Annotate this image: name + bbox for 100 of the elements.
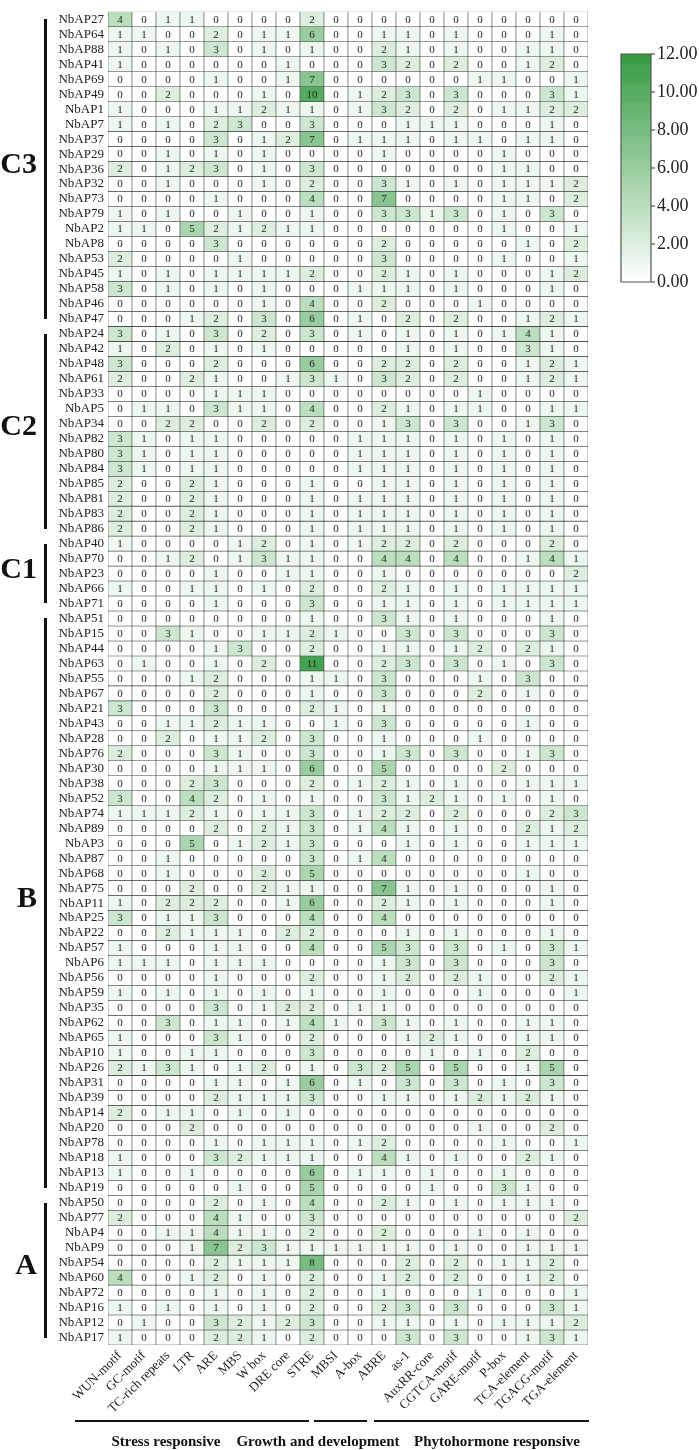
data-label: 1 bbox=[285, 806, 291, 819]
data-label: 1 bbox=[237, 1226, 243, 1239]
data-label: 0 bbox=[429, 237, 436, 250]
data-label: 0 bbox=[333, 432, 340, 445]
data-label: 1 bbox=[285, 881, 291, 894]
data-label: 0 bbox=[573, 536, 580, 549]
data-label: 0 bbox=[429, 1300, 436, 1313]
data-label: 3 bbox=[213, 132, 220, 145]
data-label: 2 bbox=[117, 252, 123, 265]
data-label: 1 bbox=[573, 312, 579, 325]
data-label: 1 bbox=[213, 507, 219, 520]
data-label: 0 bbox=[117, 851, 124, 864]
data-label: 0 bbox=[117, 836, 124, 849]
data-label: 0 bbox=[285, 746, 292, 759]
data-label: 1 bbox=[189, 1166, 195, 1179]
data-label: 1 bbox=[213, 1136, 219, 1149]
data-label: 0 bbox=[165, 1136, 172, 1149]
data-label: 0 bbox=[141, 207, 148, 220]
data-label: 0 bbox=[165, 507, 172, 520]
data-label: 0 bbox=[573, 761, 580, 774]
data-label: 0 bbox=[405, 1285, 412, 1298]
data-label: 0 bbox=[453, 297, 460, 310]
data-label: 1 bbox=[549, 447, 555, 460]
data-label: 0 bbox=[429, 297, 436, 310]
data-label: 0 bbox=[117, 1016, 124, 1029]
y-tick-label: NbAP4 bbox=[64, 1224, 105, 1240]
data-label: 0 bbox=[549, 1226, 556, 1239]
data-label: 0 bbox=[501, 566, 508, 579]
data-label: 0 bbox=[117, 731, 124, 744]
data-label: 0 bbox=[477, 1076, 484, 1089]
data-label: 1 bbox=[117, 536, 123, 549]
data-label: 0 bbox=[117, 297, 124, 310]
data-label: 1 bbox=[357, 507, 363, 520]
data-label: 1 bbox=[501, 1166, 507, 1179]
data-label: 0 bbox=[165, 192, 172, 205]
data-label: 0 bbox=[165, 27, 172, 40]
data-label: 0 bbox=[333, 162, 340, 175]
data-label: 1 bbox=[117, 1151, 123, 1164]
data-label: 0 bbox=[141, 1300, 148, 1313]
data-label: 0 bbox=[573, 656, 580, 669]
data-label: 1 bbox=[189, 447, 195, 460]
data-label: 0 bbox=[453, 72, 460, 85]
y-tick-label: NbAP75 bbox=[58, 879, 104, 895]
data-label: 0 bbox=[453, 911, 460, 924]
data-label: 0 bbox=[261, 701, 268, 714]
data-label: 0 bbox=[429, 1121, 436, 1134]
data-label: 0 bbox=[501, 372, 508, 385]
data-label: 0 bbox=[117, 237, 124, 250]
data-label: 0 bbox=[357, 746, 364, 759]
y-tick-label: NbAP2 bbox=[64, 220, 104, 236]
data-label: 0 bbox=[141, 641, 148, 654]
data-label: 1 bbox=[285, 1091, 291, 1104]
data-label: 1 bbox=[525, 357, 531, 370]
data-label: 0 bbox=[381, 1031, 388, 1044]
data-label: 1 bbox=[285, 1136, 291, 1149]
data-label: 2 bbox=[573, 192, 579, 205]
data-label: 0 bbox=[429, 282, 436, 295]
data-label: 0 bbox=[333, 57, 340, 70]
data-label: 0 bbox=[405, 1046, 412, 1059]
data-label: 0 bbox=[477, 447, 484, 460]
data-label: 0 bbox=[453, 686, 460, 699]
data-label: 2 bbox=[117, 1211, 123, 1224]
data-label: 1 bbox=[237, 761, 243, 774]
data-label: 1 bbox=[453, 641, 459, 654]
data-label: 0 bbox=[117, 626, 124, 639]
data-label: 1 bbox=[525, 1181, 531, 1194]
data-label: 0 bbox=[501, 1300, 508, 1313]
data-label: 0 bbox=[189, 1076, 196, 1089]
data-label: 0 bbox=[237, 656, 244, 669]
data-label: 1 bbox=[381, 746, 387, 759]
data-label: 0 bbox=[237, 507, 244, 520]
data-label: 0 bbox=[261, 1211, 268, 1224]
data-label: 0 bbox=[165, 611, 172, 624]
data-label: 0 bbox=[141, 716, 148, 729]
data-label: 0 bbox=[141, 566, 148, 579]
data-label: 2 bbox=[309, 926, 315, 939]
data-label: 1 bbox=[357, 1166, 363, 1179]
data-label: 2 bbox=[573, 237, 579, 250]
data-label: 1 bbox=[573, 836, 579, 849]
data-label: 0 bbox=[141, 1091, 148, 1104]
y-tick-label: NbAP26 bbox=[58, 1059, 105, 1075]
data-label: 1 bbox=[405, 27, 411, 40]
data-label: 1 bbox=[453, 881, 459, 894]
data-label: 1 bbox=[357, 536, 363, 549]
data-label: 2 bbox=[117, 492, 123, 505]
data-label: 1 bbox=[525, 237, 531, 250]
y-tick-label: NbAP89 bbox=[58, 819, 104, 835]
data-label: 0 bbox=[429, 1091, 436, 1104]
data-label: 0 bbox=[453, 1285, 460, 1298]
data-label: 0 bbox=[117, 1136, 124, 1149]
data-label: 0 bbox=[429, 132, 436, 145]
data-label: 1 bbox=[285, 57, 291, 70]
data-label: 1 bbox=[309, 551, 315, 564]
data-label: 0 bbox=[405, 851, 412, 864]
data-label: 0 bbox=[453, 566, 460, 579]
data-label: 0 bbox=[429, 986, 436, 999]
data-label: 2 bbox=[261, 417, 267, 430]
data-label: 3 bbox=[453, 626, 460, 639]
data-label: 5 bbox=[381, 761, 388, 774]
data-label: 0 bbox=[357, 941, 364, 954]
